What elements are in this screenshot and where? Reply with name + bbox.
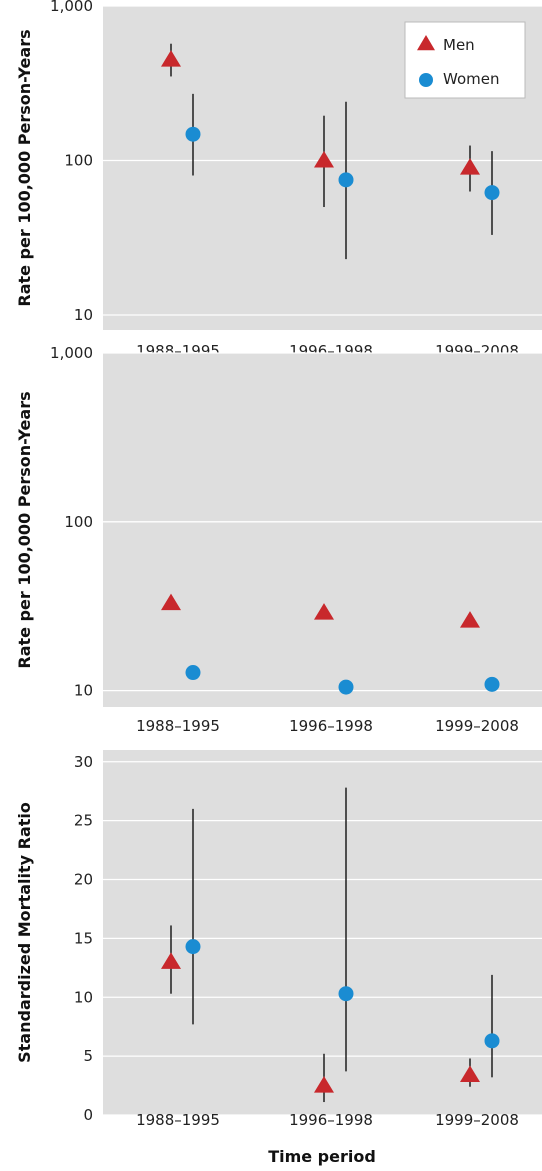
chart-panel-2: 10 100 1,000 Rate per 100,000 Person-Years 1…	[15, 344, 542, 735]
x-tick-label: 1996–1998	[289, 717, 373, 735]
y-tick-label: 20	[74, 871, 93, 889]
data-point-women	[338, 986, 354, 1002]
y-tick-label: 100	[64, 152, 93, 170]
data-point-women	[338, 172, 354, 188]
y-tick-label: 10	[74, 306, 93, 324]
legend-label: Men	[443, 36, 475, 54]
x-axis-title: Time period	[268, 1147, 376, 1166]
data-point-women	[185, 665, 201, 681]
x-tick-label: 1996–1998	[289, 1111, 373, 1129]
data-point-men	[161, 952, 181, 969]
data-point-women	[484, 185, 500, 201]
x-tick-label: 1988–1995	[136, 1111, 220, 1129]
legend-marker-women	[419, 73, 433, 87]
chart-panel-1: 10 100 1,000 Rate per 100,000 Person-Years 1…	[15, 0, 542, 360]
y-tick-label: 100	[64, 513, 93, 531]
plot-background	[103, 353, 542, 707]
data-point-men	[314, 151, 334, 168]
data-point-women	[338, 679, 354, 695]
y-tick-label: 30	[74, 753, 93, 771]
y-tick-label: 25	[74, 812, 93, 830]
data-point-women	[185, 126, 201, 142]
data-point-men	[460, 158, 480, 175]
plot-background	[103, 750, 542, 1115]
x-tick-label: 1999–2008	[435, 1111, 519, 1129]
legend-marker-men	[417, 35, 435, 51]
y-axis-label: Rate per 100,000 Person-Years	[15, 29, 34, 306]
y-tick-label: 0	[83, 1106, 93, 1124]
y-tick-label: 15	[74, 929, 93, 947]
data-point-men	[460, 611, 480, 628]
data-point-men	[314, 603, 334, 620]
data-point-women	[484, 676, 500, 692]
x-tick-label: 1999–2008	[435, 717, 519, 735]
y-tick-label: 10	[74, 988, 93, 1006]
data-point-men	[161, 50, 181, 67]
data-point-women	[484, 1033, 500, 1049]
y-tick-label: 1,000	[50, 344, 93, 362]
data-point-men	[460, 1065, 480, 1082]
y-axis-label: Standardized Mortality Ratio	[15, 802, 34, 1063]
data-point-men	[161, 593, 181, 611]
y-axis-label: Rate per 100,000 Person-Years	[15, 391, 34, 668]
y-tick-label: 10	[74, 682, 93, 700]
chart-panel-3: 0 5 10 15 20 25 30 Standardized Mortality Ratio…	[15, 750, 542, 1129]
data-point-women	[185, 939, 201, 955]
data-point-men	[314, 1076, 334, 1093]
x-tick-label: 1988–1995	[136, 717, 220, 735]
legend: Men Women	[404, 21, 526, 99]
y-tick-label: 1,000	[50, 0, 93, 15]
legend-label: Women	[443, 70, 499, 88]
y-tick-label: 5	[83, 1047, 93, 1065]
